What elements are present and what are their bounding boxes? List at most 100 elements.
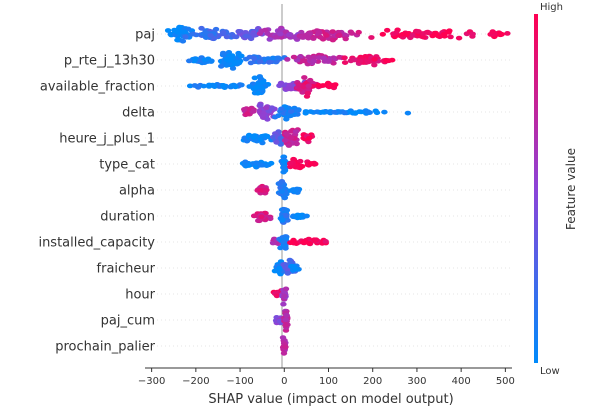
shap-point [329, 29, 336, 34]
shap-point [347, 58, 355, 64]
shap-point [316, 29, 323, 35]
shap-point [238, 53, 245, 59]
x-tick-label: 400 [452, 376, 471, 387]
shap-point [504, 31, 511, 36]
shap-point [310, 58, 317, 64]
shap-point [225, 58, 232, 63]
shap-point [280, 239, 288, 245]
shap-point [223, 34, 231, 40]
shap-point [307, 109, 314, 114]
x-axis-ticks: −300 −200 −100 0 100 200 300 400 500 [138, 368, 515, 387]
shap-point [244, 111, 251, 117]
shap-point [278, 189, 285, 194]
shap-point [383, 58, 390, 63]
shap-point [379, 31, 386, 37]
colorbar [534, 14, 538, 363]
shap-point [319, 83, 327, 88]
shap-point [205, 84, 213, 89]
shap-point [279, 217, 286, 223]
shap-point [332, 82, 339, 87]
feature-label-prochain_palier: prochain_palier [55, 340, 155, 355]
shap-point [282, 286, 290, 292]
shap-point [302, 109, 310, 114]
shap-point [188, 31, 196, 37]
shap-point [329, 37, 337, 43]
shap-point [247, 60, 255, 66]
feature-label-type_cat: type_cat [99, 158, 155, 173]
feature-label-duration: duration [100, 210, 155, 225]
shap-point [284, 57, 291, 62]
feature-label-available_fraction: available_fraction [40, 80, 155, 95]
feature-label-paj_cum: paj_cum [101, 314, 155, 329]
shap-point [455, 35, 463, 41]
feature-label-fraicheur: fraicheur [97, 262, 156, 277]
shap-point [235, 29, 242, 34]
shap-point [174, 30, 181, 35]
shap-point [182, 34, 189, 40]
shap-point [303, 213, 310, 219]
shap-point [283, 312, 290, 318]
shap-point [381, 109, 388, 115]
shap-point [220, 83, 227, 88]
shap-point [496, 30, 503, 36]
shap-point [429, 33, 436, 39]
shap-point [295, 82, 302, 87]
x-tick-label: −300 [138, 376, 165, 387]
shap-point [263, 163, 270, 169]
shap-point [282, 322, 289, 328]
shap-point [294, 212, 301, 218]
shap-point [257, 137, 264, 143]
shap-point [267, 216, 274, 222]
shap-point [259, 85, 266, 91]
colorbar-high-label: High [540, 2, 563, 13]
feature-label-hour: hour [125, 288, 155, 303]
shap-point [373, 110, 381, 116]
shap-point [434, 33, 442, 39]
shap-point [287, 161, 294, 166]
shap-point [280, 169, 287, 175]
shap-point [287, 135, 295, 141]
shap-point [325, 83, 333, 89]
shap-point [256, 74, 263, 79]
shap-point [257, 102, 264, 108]
shap-point [404, 110, 412, 116]
shap-point [262, 27, 269, 33]
shap-point [256, 59, 264, 65]
shap-point [310, 36, 317, 41]
shap-point [297, 158, 304, 164]
shap-point [336, 32, 343, 38]
shap-point [282, 317, 289, 323]
x-axis-title: SHAP value (impact on model output) [208, 392, 453, 407]
shap-point [355, 29, 362, 35]
shap-point [234, 59, 241, 65]
shap-point [305, 135, 313, 141]
shap-point [251, 75, 258, 81]
shap-point [286, 32, 293, 38]
shap-point [341, 60, 349, 65]
shap-point [164, 28, 172, 33]
shap-point [207, 33, 214, 38]
shap-point [291, 34, 298, 40]
shap-point [286, 82, 293, 88]
shap-point [368, 35, 375, 40]
shap-point [371, 56, 378, 62]
x-tick-label: −100 [226, 376, 253, 387]
feature-label-heure_j_plus_1: heure_j_plus_1 [59, 132, 155, 147]
shap-point [384, 27, 391, 33]
feature-label-p_rte_j_13h30: p_rte_j_13h30 [64, 54, 155, 69]
shap-point [179, 38, 187, 44]
shap-point [300, 84, 307, 90]
shap-point [366, 58, 373, 64]
shap-point [241, 107, 248, 112]
shap-point [287, 86, 295, 92]
shap-point [320, 55, 327, 61]
shap-point [302, 33, 309, 38]
shap-point [283, 213, 290, 219]
shap-point [191, 83, 198, 88]
shap-point [408, 32, 416, 38]
shap-point [265, 59, 273, 65]
shap-point [254, 90, 262, 96]
shap-point [174, 37, 181, 43]
shap-point [211, 83, 218, 89]
shap-point [287, 240, 294, 246]
